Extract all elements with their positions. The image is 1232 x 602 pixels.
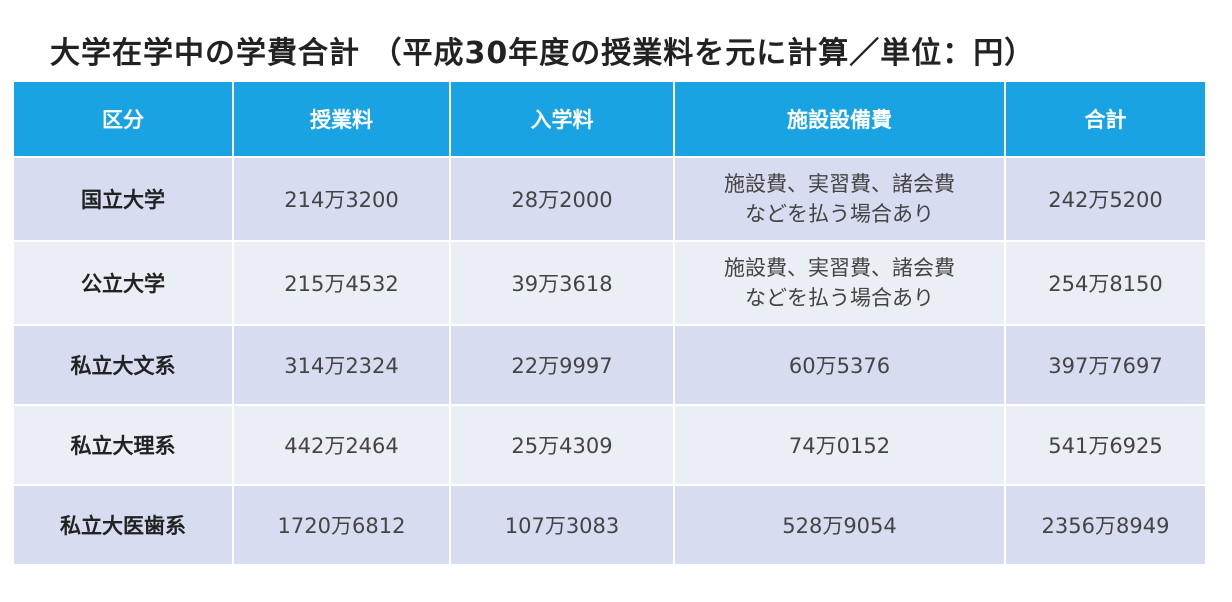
row-facility: 施設費、実習費、諸会費 などを払う場合あり [675,158,1004,240]
facility-note-line: などを払う場合あり [745,286,934,310]
table-row: 私立大文系 314万2324 22万9997 60万5376 397万7697 [14,326,1205,404]
header-tuition: 授業料 [234,82,449,156]
row-admission: 107万3083 [451,486,673,564]
row-total: 2356万8949 [1006,486,1205,564]
row-total: 397万7697 [1006,326,1205,404]
row-admission: 25万4309 [451,406,673,484]
row-total: 541万6925 [1006,406,1205,484]
row-tuition: 1720万6812 [234,486,449,564]
table-row: 公立大学 215万4532 39万3618 施設費、実習費、諸会費 などを払う場… [14,242,1205,324]
header-admission: 入学料 [451,82,673,156]
row-admission: 28万2000 [451,158,673,240]
row-facility: 施設費、実習費、諸会費 などを払う場合あり [675,242,1004,324]
table-header-row: 区分 授業料 入学料 施設設備費 合計 [14,82,1205,156]
row-category: 公立大学 [14,242,232,324]
row-total: 254万8150 [1006,242,1205,324]
table-row: 私立大理系 442万2464 25万4309 74万0152 541万6925 [14,406,1205,484]
facility-note-line: 施設費、実習費、諸会費 [724,256,955,280]
row-facility: 74万0152 [675,406,1004,484]
row-category: 私立大理系 [14,406,232,484]
page-title: 大学在学中の学費合計 （平成30年度の授業料を元に計算／単位：円） [50,36,1036,71]
row-tuition: 215万4532 [234,242,449,324]
table-row: 国立大学 214万3200 28万2000 施設費、実習費、諸会費 などを払う場… [14,158,1205,240]
header-total: 合計 [1006,82,1205,156]
row-facility: 528万9054 [675,486,1004,564]
row-category: 私立大文系 [14,326,232,404]
row-admission: 39万3618 [451,242,673,324]
row-category: 私立大医歯系 [14,486,232,564]
row-tuition: 314万2324 [234,326,449,404]
header-category: 区分 [14,82,232,156]
header-facility: 施設設備費 [675,82,1004,156]
facility-note-line: などを払う場合あり [745,202,934,226]
row-tuition: 214万3200 [234,158,449,240]
row-tuition: 442万2464 [234,406,449,484]
fee-table: 区分 授業料 入学料 施設設備費 合計 国立大学 214万3200 28万200… [12,80,1207,566]
row-admission: 22万9997 [451,326,673,404]
row-total: 242万5200 [1006,158,1205,240]
row-category: 国立大学 [14,158,232,240]
table-row: 私立大医歯系 1720万6812 107万3083 528万9054 2356万… [14,486,1205,564]
row-facility: 60万5376 [675,326,1004,404]
facility-note-line: 施設費、実習費、諸会費 [724,172,955,196]
